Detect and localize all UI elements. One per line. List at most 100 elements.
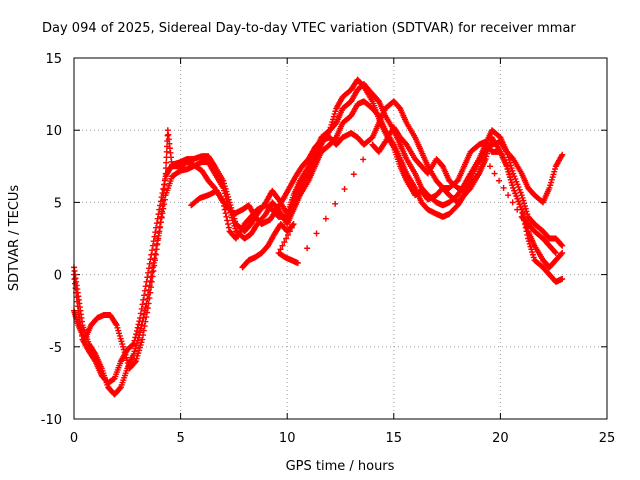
- data-point: [326, 127, 333, 134]
- data-point: [145, 269, 152, 276]
- data-point: [524, 231, 531, 238]
- data-point: [156, 224, 163, 231]
- data-point: [142, 283, 149, 290]
- data-point: [144, 309, 151, 316]
- data-point: [142, 318, 149, 325]
- data-point: [158, 208, 165, 215]
- data-point: [162, 165, 169, 172]
- data-point: [221, 183, 228, 190]
- data-point: [505, 168, 512, 175]
- data-point: [222, 210, 229, 217]
- data-point: [210, 162, 217, 169]
- data-point: [91, 356, 98, 363]
- data-point: [529, 249, 536, 256]
- data-point: [134, 352, 141, 359]
- data-point: [509, 167, 516, 174]
- data-point: [141, 292, 148, 299]
- data-point: [517, 189, 524, 196]
- data-point: [121, 349, 128, 356]
- data-point: [523, 208, 530, 215]
- data-point: [558, 250, 565, 257]
- data-point: [116, 330, 123, 337]
- data-point: [123, 354, 130, 361]
- data-point: [141, 323, 148, 330]
- data-point: [152, 257, 159, 264]
- data-point: [350, 171, 357, 178]
- data-point: [160, 197, 167, 204]
- data-point: [500, 184, 507, 191]
- data-point: [530, 254, 537, 261]
- data-point: [548, 179, 555, 186]
- data-point: [520, 197, 527, 204]
- data-point: [527, 243, 534, 250]
- data-point: [159, 203, 166, 210]
- series-track-c: [71, 76, 566, 372]
- data-point: [288, 224, 295, 231]
- data-point: [130, 340, 137, 347]
- data-point: [525, 235, 532, 242]
- data-point: [524, 211, 531, 218]
- data-points: [71, 76, 566, 398]
- data-point: [510, 170, 517, 177]
- data-point: [330, 116, 337, 123]
- data-point: [138, 305, 145, 312]
- data-point: [328, 121, 335, 128]
- data-point: [115, 327, 122, 334]
- data-point: [151, 262, 158, 269]
- data-point: [156, 230, 163, 237]
- data-point: [279, 242, 286, 249]
- data-point: [232, 218, 239, 225]
- data-point: [509, 199, 516, 206]
- data-point: [122, 351, 129, 358]
- data-point: [360, 156, 367, 163]
- data-point: [135, 321, 142, 328]
- data-point: [523, 228, 530, 235]
- x-tick-label: 0: [70, 431, 78, 446]
- data-point: [134, 324, 141, 331]
- data-point: [161, 186, 168, 193]
- data-point: [549, 174, 556, 181]
- data-point: [515, 198, 522, 205]
- series-track-e: [239, 124, 559, 271]
- data-point: [141, 287, 148, 294]
- data-point: [512, 190, 519, 197]
- data-point: [331, 110, 338, 117]
- data-point: [137, 310, 144, 317]
- data-point: [131, 348, 138, 355]
- data-point: [225, 193, 232, 200]
- data-point: [154, 215, 161, 222]
- data-point: [137, 329, 144, 336]
- data-point: [491, 170, 498, 177]
- data-point: [506, 171, 513, 178]
- data-point: [133, 355, 140, 362]
- data-point: [558, 241, 565, 248]
- data-point: [137, 341, 144, 348]
- data-point: [551, 168, 558, 175]
- data-point: [112, 320, 119, 327]
- data-point: [138, 339, 145, 346]
- x-tick-label: 5: [176, 431, 184, 446]
- data-point: [155, 211, 162, 218]
- data-point: [140, 296, 147, 303]
- data-point: [285, 231, 291, 238]
- data-point: [133, 331, 140, 338]
- data-point: [507, 176, 514, 183]
- data-point: [508, 179, 515, 186]
- data-point: [149, 242, 156, 249]
- data-point: [162, 170, 169, 177]
- data-point: [118, 338, 125, 345]
- data-point: [487, 163, 494, 170]
- data-point: [124, 360, 131, 367]
- data-point: [225, 224, 232, 231]
- data-point: [528, 246, 535, 253]
- data-point: [119, 341, 126, 348]
- data-point: [341, 186, 348, 193]
- data-point: [139, 336, 146, 343]
- data-point: [113, 322, 120, 329]
- data-point: [516, 186, 523, 193]
- data-point: [509, 182, 516, 189]
- y-tick-label: 10: [45, 124, 62, 139]
- data-point: [552, 249, 559, 256]
- data-point: [559, 249, 566, 256]
